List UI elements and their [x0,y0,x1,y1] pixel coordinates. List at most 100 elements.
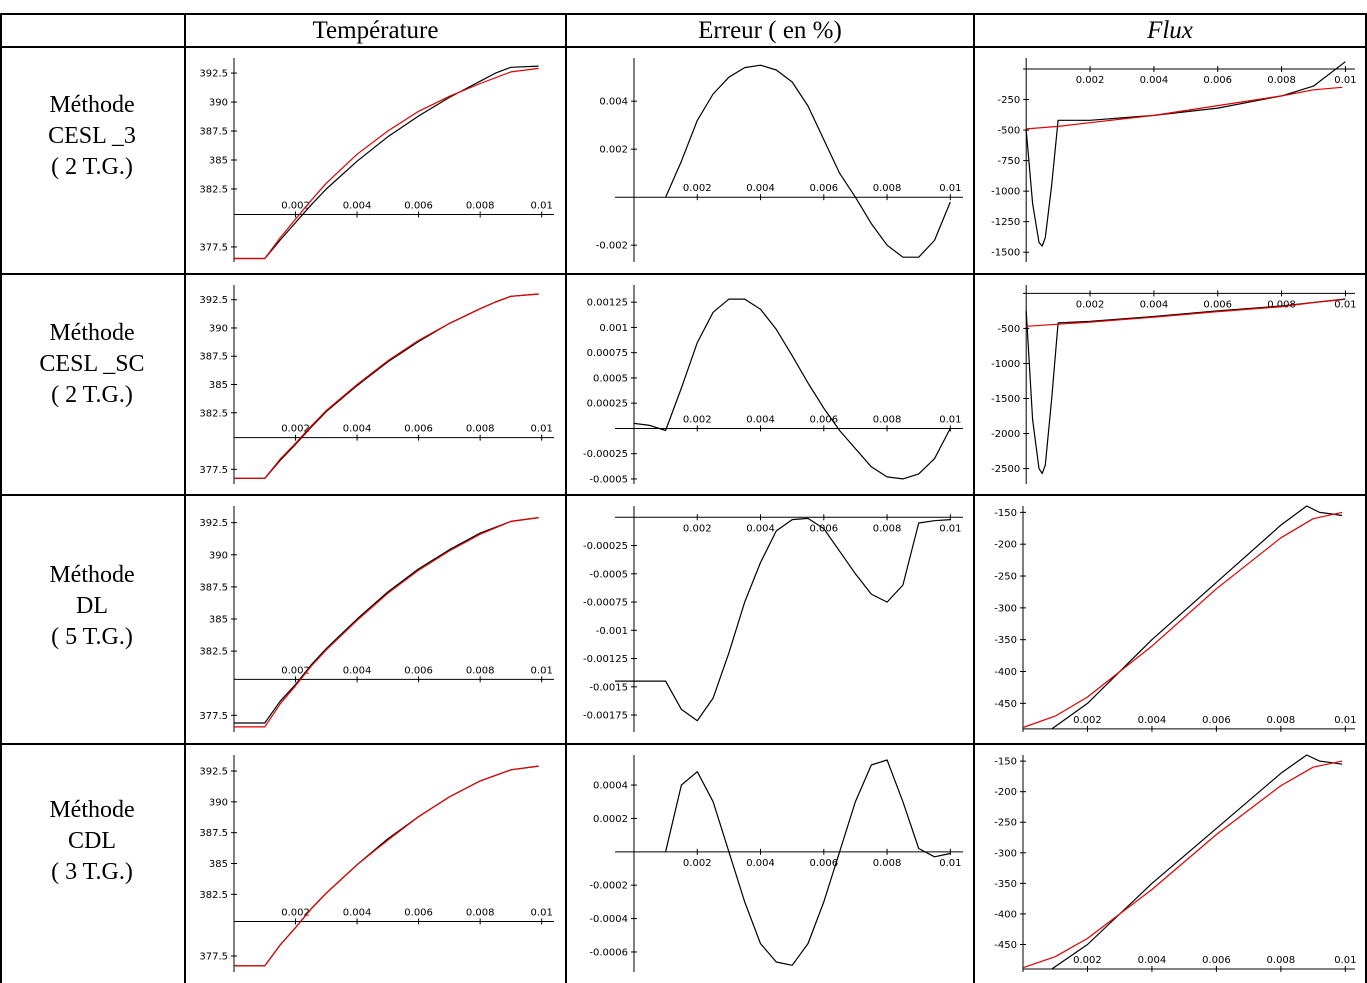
x-tick-label: 0.008 [873,414,902,425]
x-tick-label: 0.004 [343,424,372,435]
chart-svg: 0.002 0.004 0.006 0.008 0.01 377.5 382.5 385 387… [199,285,554,484]
chart-svg: 0.002 0.004 0.006 0.008 0.01 -0.0006 -0.0004 -0… [589,755,963,972]
x-tick-label: 0.008 [466,907,495,918]
x-tick-label: 0.006 [404,907,433,918]
plot-cesl3-temperature: 0.002 0.004 0.006 0.008 0.01 377.5 382.5 385 387… [188,50,562,270]
row-tg: ( 2 T.G.) [51,382,133,408]
plot-cdl-temperature: 0.002 0.004 0.006 0.008 0.01 377.5 382.5 385 387… [188,747,562,980]
x-tick-label: 0.002 [683,414,712,425]
plot-dl-error: 0.002 0.004 0.006 0.008 0.01 -0.00025 -0.0005-… [569,498,971,740]
plot-cesl-sc-flux: 0.002 0.004 0.006 0.008 0.01 -500 -1000 -1500 -2… [977,277,1363,492]
y-tick-label: 385 [209,859,228,870]
x-tick-label: 0.01 [1334,299,1356,310]
series-line-black [1025,61,1346,247]
y-tick-label: 377.5 [199,242,228,253]
x-tick-label: 0.002 [683,858,712,869]
y-tick-label: -250 [997,95,1020,106]
x-tick-label: 0.006 [404,200,433,211]
x-tick-label: 0.006 [809,414,838,425]
series-line-black [1051,505,1343,730]
x-tick-label: 0.002 [683,183,712,194]
y-tick-label: -1000 [991,359,1020,370]
header-temperature: Température [312,17,439,44]
y-tick-label: 382.5 [199,890,228,901]
row-method: Méthode [49,92,135,118]
table-border-row2 [0,494,1366,496]
y-tick-label: 387.5 [199,127,228,138]
chart-svg: 0.002 0.004 0.006 0.008 0.01 -500 -1000 -1500 -2… [991,285,1357,484]
y-tick-label: -750 [997,156,1020,167]
y-tick-label: -500 [997,126,1020,137]
chart-svg: 0.002 0.004 0.006 0.008 0.01 -250 -500 -750 -100… [991,58,1357,262]
x-tick-label: 0.01 [531,424,553,435]
y-tick-label: 392.5 [199,518,228,529]
y-tick-label: -0.0006 [589,947,628,958]
x-tick-label: 0.008 [1267,715,1296,726]
x-tick-label: 0.004 [746,523,775,534]
y-tick-label: -0.0002 [589,881,628,892]
y-tick-label: 0.0002 [593,814,628,825]
x-tick-label: 0.004 [1140,299,1169,310]
chart-svg: 0.002 0.004 0.006 0.008 0.01 -0.002 0.002 0.004 [596,58,963,262]
y-tick-label: 392.5 [199,69,228,80]
x-tick-label: 0.004 [746,858,775,869]
x-tick-label: 0.01 [531,907,553,918]
series-line-red [1022,760,1343,969]
table-border-top [0,13,1366,15]
y-tick-label: -0.0004 [589,914,628,925]
x-tick-label: 0.004 [343,200,372,211]
plot-cesl3-flux: 0.002 0.004 0.006 0.008 0.01 -250 -500 -750 -100… [977,50,1363,270]
y-tick-label: -150 [994,508,1017,519]
x-tick-label: 0.002 [1073,715,1102,726]
x-tick-label: 0.01 [531,200,553,211]
y-tick-label: 0.00075 [587,348,628,359]
series-line-black [234,765,539,967]
y-tick-label: -450 [994,699,1017,710]
x-tick-label: 0.004 [343,907,372,918]
plot-dl-temperature: 0.002 0.004 0.006 0.008 0.01 377.5 382.5 385 387… [188,498,562,740]
x-tick-label: 0.006 [1202,955,1231,966]
y-tick-label: 385 [209,615,228,626]
y-tick-label: -350 [994,879,1017,890]
y-tick-label: 0.0005 [593,373,628,384]
x-tick-label: 0.006 [809,183,838,194]
x-tick-label: 0.008 [873,858,902,869]
y-tick-label: 390 [209,550,228,561]
header-error: Erreur ( en %) [698,17,842,44]
x-tick-label: 0.008 [466,200,495,211]
series-line-black [1025,298,1346,475]
row-method-name: CESL _SC [39,351,145,377]
x-tick-label: 0.01 [939,183,961,194]
x-tick-label: 0.004 [1140,75,1169,86]
plot-cdl-flux: 0.002 0.004 0.006 0.008 0.01 -150 -200 -250 -300… [977,747,1363,980]
y-tick-label: -300 [994,848,1017,859]
x-tick-label: 0.006 [1202,715,1231,726]
plot-cesl-sc-error: 0.002 0.004 0.006 0.008 0.01 -0.0005 -0.00025 0… [569,277,971,492]
y-tick-label: -1500 [991,248,1020,259]
chart-svg: 0.002 0.004 0.006 0.008 0.01 -150 -200 -250 -300… [994,505,1356,732]
y-tick-label: -1500 [991,394,1020,405]
row-method: Méthode [49,562,135,588]
y-tick-label: -0.0005 [589,474,628,485]
x-tick-label: 0.01 [939,523,961,534]
header-flux: Flux [1147,17,1193,44]
series-line-red [1022,511,1343,729]
y-tick-label: 377.5 [199,465,228,476]
y-tick-label: 390 [209,98,228,109]
series-line-red [234,67,539,260]
y-tick-label: -350 [994,635,1017,646]
x-tick-label: 0.006 [1203,75,1232,86]
x-tick-label: 0.008 [466,424,495,435]
y-tick-label: -2500 [991,464,1020,475]
y-tick-label: -0.00075 [583,598,628,609]
y-tick-label: 390 [209,323,228,334]
x-tick-label: 0.008 [1267,75,1296,86]
x-tick-label: 0.008 [1267,955,1296,966]
plot-dl-flux: 0.002 0.004 0.006 0.008 0.01 -150 -200 -250 -300… [977,498,1363,740]
series-line-black [615,517,951,722]
y-tick-label: -0.001 [596,626,628,637]
row-method: Méthode [49,797,135,823]
y-tick-label: 377.5 [199,711,228,722]
series-line-black [633,298,951,480]
y-tick-label: 0.00125 [587,298,628,309]
